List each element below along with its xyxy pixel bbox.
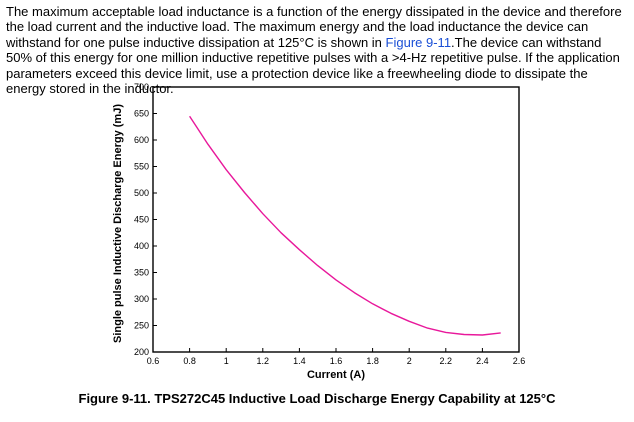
x-tick-label: 1.2 (257, 356, 270, 366)
x-tick-label: 2.4 (476, 356, 489, 366)
x-tick-label: 1.4 (293, 356, 306, 366)
y-tick-label: 250 (134, 321, 149, 331)
y-tick-label: 650 (134, 109, 149, 119)
plot-frame (152, 86, 520, 353)
x-tick-label: 1.6 (330, 356, 343, 366)
x-tick-label: 0.8 (183, 356, 196, 366)
y-tick-label: 600 (134, 135, 149, 145)
paragraph-text-before: The maximum acceptable load inductance i… (6, 4, 622, 50)
x-tick-label: 2.2 (440, 356, 453, 366)
paragraph-text-after: .The device can withstand 50% of this en… (6, 34, 620, 97)
x-tick-label: 0.6 (147, 356, 160, 366)
y-tick-label: 700 (134, 82, 149, 92)
y-tick-label: 400 (134, 241, 149, 251)
description-paragraph: The maximum acceptable load inductance i… (6, 4, 630, 96)
y-axis-title: Single pulse Inductive Discharge Energy … (112, 104, 124, 343)
series-line (189, 115, 501, 336)
x-tick-label: 2 (407, 356, 412, 366)
energy-chart: 0.6 0.8 1 1.2 1.4 1.6 1.8 2 2.2 2.4 2.6 200 250 300 35… (112, 82, 526, 381)
y-tick-label: 450 (134, 215, 149, 225)
figure-link[interactable]: Figure 9-11 (385, 34, 452, 50)
x-tick-label: 1 (224, 356, 229, 366)
x-tick-label: 1.8 (366, 356, 379, 366)
y-tick-label: 500 (134, 188, 149, 198)
y-tick-label: 550 (134, 162, 149, 172)
x-axis-title: Current (A) (307, 369, 365, 381)
x-tick-label: 2.6 (513, 356, 526, 366)
y-tick-label: 350 (134, 268, 149, 278)
y-tick-label: 200 (134, 347, 149, 357)
figure-caption: Figure 9-11. TPS272C45 Inductive Load Di… (78, 391, 556, 406)
y-tick-label: 300 (134, 294, 149, 304)
